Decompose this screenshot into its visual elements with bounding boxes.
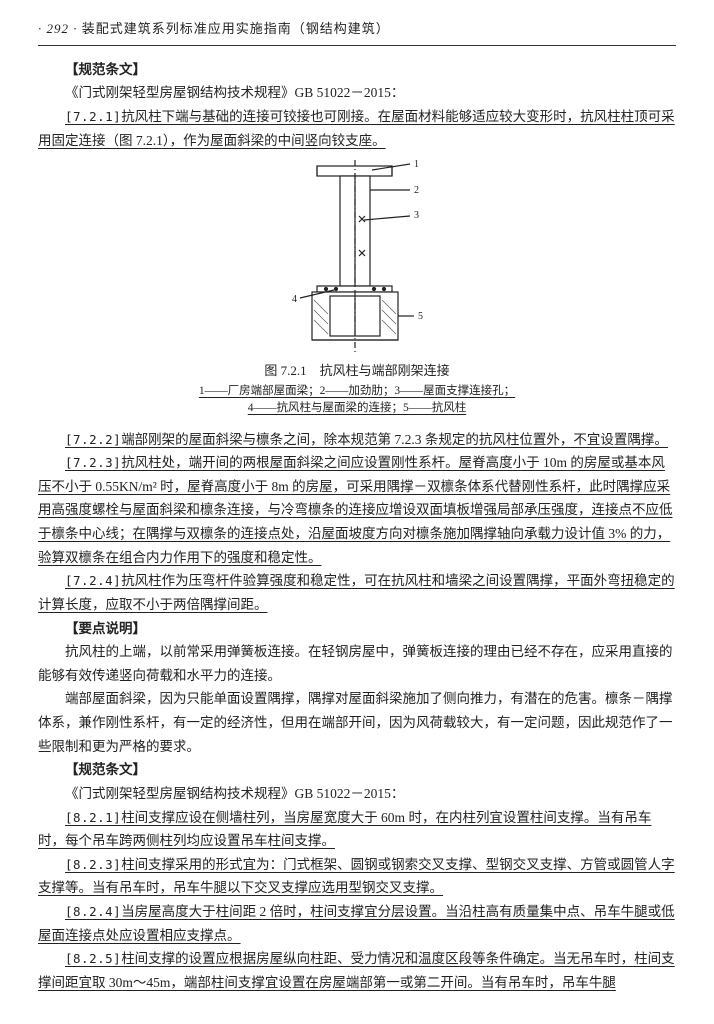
svg-text:1: 1 [414,159,419,170]
clause-8-2-1: [8.2.1]柱间支撑应设在侧墙柱列，当房屋宽度大于 60m 时，在内柱列宜设置… [38,806,676,853]
clause-7-2-2: [7.2.2]端部刚架的屋面斜梁与檩条之间，除本规范第 7.2.3 条规定的抗风… [38,428,676,452]
clause-text: 当房屋高度大于柱间距 2 倍时，柱间支撑宜分层设置。当沿柱高有质量集中点、吊车牛… [38,904,675,943]
clause-no: [7.2.2] [65,432,121,447]
page-no-suffix: · [69,21,78,36]
figure-svg: 1 2 3 4 5 [262,158,452,358]
section-guifan-2: 【规范条文】 [38,758,676,782]
svg-text:4: 4 [292,294,297,305]
svg-text:5: 5 [418,311,423,322]
clause-text: 柱间支撑采用的形式宜为：门式框架、圆钢或钢索交叉支撑、型钢交叉支撑、方管或圆管人… [38,857,675,896]
clause-no: [8.2.5] [65,951,121,966]
clause-7-2-4: [7.2.4]抗风柱作为压弯杆件验算强度和稳定性，可在抗风柱和墙梁之间设置隅撑，… [38,569,676,616]
clause-text: 柱间支撑应设在侧墙柱列，当房屋宽度大于 60m 时，在内柱列宜设置柱间支撑。当有… [38,810,651,849]
clause-7-2-3: [7.2.3]抗风柱处，端开间的两根屋面斜梁之间应设置刚性系杆。屋脊高度小于 1… [38,451,676,569]
svg-text:3: 3 [414,210,419,221]
clause-text: 抗风柱作为压弯杆件验算强度和稳定性，可在抗风柱和墙梁之间设置隅撑，平面外弯扭稳定… [38,573,675,612]
section-yaodian: 【要点说明】 [38,617,676,641]
clause-8-2-3: [8.2.3]柱间支撑采用的形式宜为：门式框架、圆钢或钢索交叉支撑、型钢交叉支撑… [38,853,676,900]
clause-no: [7.2.1] [65,109,121,124]
clause-8-2-5: [8.2.5]柱间支撑的设置应根据房屋纵向柱距、受力情况和温度区段等条件确定。当… [38,947,676,994]
clause-text: 抗风柱下端与基础的连接可铰接也可刚接。在屋面材料能够适应较大变形时，抗风柱柱顶可… [38,109,675,148]
section-guifan-1: 【规范条文】 [38,58,676,82]
svg-text:2: 2 [414,185,419,196]
clause-8-2-4: [8.2.4]当房屋高度大于柱间距 2 倍时，柱间支撑宜分层设置。当沿柱高有质量… [38,900,676,947]
clause-text: 柱间支撑的设置应根据房屋纵向柱距、受力情况和温度区段等条件确定。当无吊车时，柱间… [38,951,675,990]
standard-title-2: 《门式刚架轻型房屋钢结构技术规程》GB 51022－2015： [38,782,676,806]
clause-no: [8.2.3] [65,857,121,872]
explanation-2: 端部屋面斜梁，因为只能单面设置隅撑，隅撑对屋面斜梁施加了侧向推力，有潜在的危害。… [38,687,676,758]
explanation-1: 抗风柱的上端，以前常采用弹簧板连接。在轻钢房屋中，弹簧板连接的理由已经不存在，应… [38,640,676,687]
page-no: 292 [47,21,70,36]
clause-no: [8.2.4] [65,904,121,919]
figure-legend-2: 4——抗风柱与屋面梁的连接；5——抗风柱 [248,400,467,417]
clause-7-2-1: [7.2.1]抗风柱下端与基础的连接可铰接也可刚接。在屋面材料能够适应较大变形时… [38,105,676,152]
clause-no: [7.2.3] [65,455,121,470]
clause-no: [7.2.4] [65,573,121,588]
figure-7-2-1: 1 2 3 4 5 图 7.2.1 抗风柱与端部刚架连接 1——厂房端部屋面梁；… [38,158,676,417]
clause-no: [8.2.1] [65,810,121,825]
clause-text: 端部刚架的屋面斜梁与檩条之间，除本规范第 7.2.3 条规定的抗风柱位置外，不宜… [121,432,668,447]
figure-legend-1: 1——厂房端部屋面梁；2——加劲肋；3——屋面支撑连接孔； [199,383,515,400]
page-header: · 292 · 装配式建筑系列标准应用实施指南（钢结构建筑） [38,18,676,46]
standard-title-1: 《门式刚架轻型房屋钢结构技术规程》GB 51022－2015： [38,81,676,105]
header-title: 装配式建筑系列标准应用实施指南（钢结构建筑） [82,21,390,36]
figure-caption: 图 7.2.1 抗风柱与端部刚架连接 [264,360,449,383]
page-no-prefix: · [38,21,47,36]
clause-text: 抗风柱处，端开间的两根屋面斜梁之间应设置刚性系杆。屋脊高度小于 10m 的房屋或… [38,455,673,565]
